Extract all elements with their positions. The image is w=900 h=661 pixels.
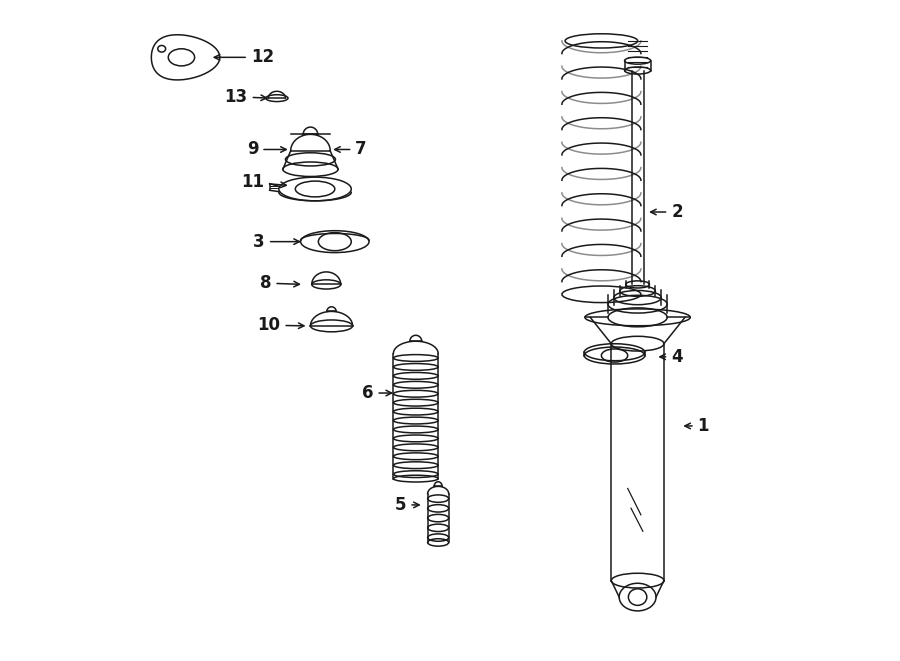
Text: 2: 2 [651,203,683,221]
Text: 4: 4 [660,348,683,366]
Text: 7: 7 [335,141,367,159]
Text: 12: 12 [214,48,274,66]
Text: 5: 5 [395,496,419,514]
Text: 8: 8 [260,274,300,292]
Text: 1: 1 [685,417,709,435]
Text: 13: 13 [224,88,266,106]
Text: 6: 6 [362,384,392,402]
Text: 11: 11 [241,173,286,192]
Text: 10: 10 [257,316,304,334]
Text: 9: 9 [247,141,286,159]
Text: 3: 3 [253,233,300,251]
